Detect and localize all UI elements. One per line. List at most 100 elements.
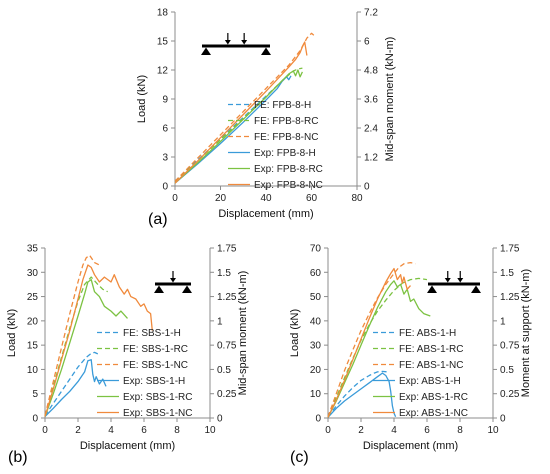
y-axis-title: Load (kN) xyxy=(6,309,18,357)
y2-tick-label: 1.25 xyxy=(500,292,520,303)
beam-loading-icon xyxy=(427,271,481,293)
series-line-exp-abs-1-h xyxy=(327,372,397,418)
series-line-exp-sbs-1-h xyxy=(44,359,107,417)
y2-tick-label: 1.75 xyxy=(217,244,237,255)
y-tick-label: 9 xyxy=(162,95,168,106)
y-axis-title: Load (kN) xyxy=(136,75,148,123)
series-line-exp-fpb-8-rc xyxy=(174,69,303,184)
y2-axis-title: Mid-span moment (kN-m) xyxy=(384,37,396,162)
y2-tick-label: 0 xyxy=(364,182,370,193)
y2-axis-title: Mid-span moment (kN-m) xyxy=(237,271,249,396)
arrow-head-icon xyxy=(224,40,231,45)
x-tick-label: 10 xyxy=(487,425,499,436)
series-line-exp-fpb-8-h xyxy=(174,75,292,184)
x-tick-label: 6 xyxy=(141,425,147,436)
x-tick-label: 0 xyxy=(42,425,48,436)
legend-entry: FE: FPB-8-H xyxy=(254,100,311,111)
support-triangle-icon xyxy=(471,285,481,293)
y2-tick-label: 6 xyxy=(364,37,370,48)
x-tick-label: 60 xyxy=(306,193,318,204)
y2-tick-label: 1.2 xyxy=(364,153,378,164)
legend-entry: FE: ABS-1-RC xyxy=(399,344,463,355)
y-tick-label: 18 xyxy=(157,8,169,19)
legend: FE: SBS-1-H FE: SBS-1-RC FE: SBS-1-NC Exp: … xyxy=(97,328,192,419)
y-tick-label: 30 xyxy=(310,341,322,352)
x-tick-label: 4 xyxy=(108,425,114,436)
arrow-head-icon xyxy=(457,278,464,283)
legend-entry: FE: ABS-1-H xyxy=(399,328,456,339)
y2-tick-label: 0.75 xyxy=(217,341,237,352)
x-tick-label: 20 xyxy=(215,193,227,204)
series-line-fe-sbs-1-h xyxy=(44,351,99,416)
y2-tick-label: 7.2 xyxy=(364,8,378,19)
y-tick-label: 10 xyxy=(310,389,322,400)
y2-tick-label: 1.5 xyxy=(500,268,514,279)
support-triangle-icon xyxy=(154,285,164,293)
x-tick-label: 4 xyxy=(391,425,397,436)
legend-entry: FE: ABS-1-NC xyxy=(399,360,463,371)
y2-tick-label: 3.6 xyxy=(364,95,378,106)
arrow-head-icon xyxy=(241,40,248,45)
series-line-fe-abs-1-rc xyxy=(327,277,428,418)
y2-tick-label: 0.25 xyxy=(500,389,520,400)
y-tick-label: 10 xyxy=(27,365,39,376)
legend-entry: Exp: FPB-8-NC xyxy=(254,180,323,191)
support-triangle-icon xyxy=(182,285,192,293)
y2-tick-label: 0.75 xyxy=(500,341,520,352)
y2-tick-label: 0 xyxy=(217,414,223,425)
legend-entry: Exp: ABS-1-H xyxy=(399,376,461,387)
support-triangle-icon xyxy=(201,47,211,55)
arrow-head-icon xyxy=(444,278,451,283)
y-tick-label: 12 xyxy=(157,66,169,77)
x-tick-label: 80 xyxy=(351,193,363,204)
y2-tick-label: 4.8 xyxy=(364,66,378,77)
y-tick-label: 35 xyxy=(27,244,39,255)
y-tick-label: 60 xyxy=(310,268,322,279)
series-line-fe-sbs-1-rc xyxy=(44,276,108,416)
beam-loading-icon xyxy=(201,33,271,55)
panel-c-chart: 0 2 4 6 8 1001020304050607000.250.50.7511.251… xyxy=(289,244,532,467)
series-line-fe-abs-1-h xyxy=(327,370,388,418)
legend-entry: FE: SBS-1-NC xyxy=(123,360,188,371)
legend-entry: FE: SBS-1-H xyxy=(123,328,181,339)
legend-entry: Exp: FPB-8-RC xyxy=(254,164,323,175)
y-tick-label: 0 xyxy=(162,182,168,193)
series-line-fe-fpb-8-nc xyxy=(174,32,315,182)
x-tick-label: 40 xyxy=(260,193,272,204)
y2-axis-title: Moment at support (kN-m) xyxy=(520,269,532,397)
y-tick-label: 15 xyxy=(27,341,39,352)
legend: FE: ABS-1-H FE: ABS-1-RC FE: ABS-1-NC Exp: … xyxy=(373,328,468,419)
x-axis-title: Displacement (mm) xyxy=(218,208,313,220)
legend: FE: FPB-8-H FE: FPB-8-RC FE: FPB-8-NC Exp: … xyxy=(228,100,323,191)
legend-entry: FE: FPB-8-NC xyxy=(254,132,318,143)
legend-entry: Exp: SBS-1-NC xyxy=(123,408,192,419)
series-line-exp-fpb-8-nc xyxy=(174,41,308,184)
x-tick-label: 10 xyxy=(204,425,216,436)
y-tick-label: 5 xyxy=(32,389,38,400)
y2-tick-label: 0 xyxy=(500,414,506,425)
y-tick-label: 30 xyxy=(27,268,39,279)
beam-loading-icon xyxy=(154,271,192,293)
series-line-fe-sbs-1-nc xyxy=(44,254,100,416)
support-triangle-icon xyxy=(427,285,437,293)
y2-tick-label: 1.75 xyxy=(500,244,520,255)
legend-entry: Exp: ABS-1-RC xyxy=(399,392,468,403)
y-tick-label: 6 xyxy=(162,124,168,135)
y-tick-label: 20 xyxy=(310,365,322,376)
y-tick-label: 3 xyxy=(162,153,168,164)
y-axis-title: Load (kN) xyxy=(289,309,301,357)
y-tick-label: 15 xyxy=(157,37,169,48)
panel-b-chart: 0 2 4 6 8 100510152025303500.250.50.7511.251.… xyxy=(6,244,249,467)
legend-entry: Exp: ABS-1-NC xyxy=(399,408,468,419)
y-tick-label: 20 xyxy=(27,316,39,327)
x-tick-label: 8 xyxy=(174,425,180,436)
series-line-exp-abs-1-nc xyxy=(327,267,411,418)
series-line-exp-sbs-1-nc xyxy=(44,264,153,417)
series-line-exp-sbs-1-rc xyxy=(44,278,128,417)
x-tick-label: 0 xyxy=(325,425,331,436)
y-tick-label: 25 xyxy=(27,292,39,303)
y2-tick-label: 2.4 xyxy=(364,124,378,135)
y2-tick-label: 1.25 xyxy=(217,292,237,303)
x-axis-title: Displacement (mm) xyxy=(80,440,175,452)
legend-entry: Exp: FPB-8-H xyxy=(254,148,316,159)
